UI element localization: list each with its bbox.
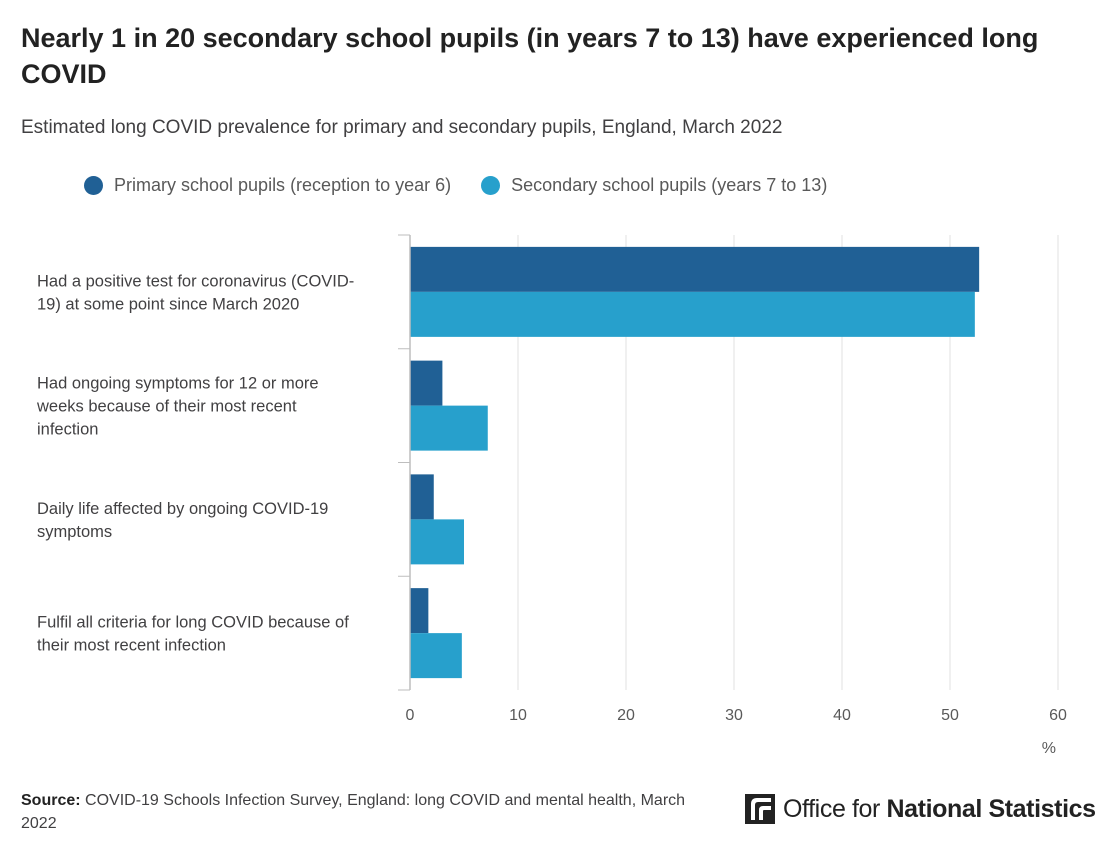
category-label-line: their most recent infection xyxy=(37,637,226,655)
bar-secondary xyxy=(410,633,462,679)
logo-text-bold: National Statistics xyxy=(886,794,1097,823)
y-axis xyxy=(398,234,411,691)
category-label: Fulfil all criteria for long COVID becau… xyxy=(37,614,349,655)
chart-title: Nearly 1 in 20 secondary school pupils (… xyxy=(21,23,1039,89)
bars xyxy=(410,246,980,679)
category-label-line: Had ongoing symptoms for 12 or more xyxy=(37,375,319,393)
category-label-line: Daily life affected by ongoing COVID-19 xyxy=(37,500,328,518)
legend-swatch-secondary xyxy=(481,175,501,195)
category-label-line: infection xyxy=(37,421,98,439)
bar-chart: Had a positive test for coronavirus (COV… xyxy=(36,234,1067,757)
x-tick-label: 10 xyxy=(509,707,527,724)
bar-primary xyxy=(410,588,429,634)
legend-label-secondary: Secondary school pupils (years 7 to 13) xyxy=(511,174,828,195)
x-tick-label: 50 xyxy=(941,707,959,724)
category-labels: Had a positive test for coronavirus (COV… xyxy=(36,272,354,654)
legend-item-secondary: Secondary school pupils (years 7 to 13) xyxy=(481,175,827,196)
x-axis-label: % xyxy=(1042,740,1056,757)
source-text: COVID-19 Schools Infection Survey, Engla… xyxy=(21,792,686,832)
legend-label-primary: Primary school pupils (reception to year… xyxy=(114,174,452,195)
source-note: Source: COVID-19 Schools Infection Surve… xyxy=(21,789,701,835)
x-tick-label: 0 xyxy=(406,707,415,724)
category-label: Had ongoing symptoms for 12 or more weeks… xyxy=(36,375,319,439)
bar-primary xyxy=(410,474,434,520)
x-tick-label: 20 xyxy=(617,707,635,724)
category-label-line: symptoms xyxy=(37,523,112,541)
x-axis-ticks: 0 10 20 30 40 50 60 xyxy=(406,707,1067,724)
x-tick-label: 60 xyxy=(1049,707,1067,724)
bar-primary xyxy=(410,360,443,406)
ons-logo-icon xyxy=(745,794,775,824)
category-label-line: Had a positive test for coronavirus (COV… xyxy=(37,272,354,290)
logo-text-regular: Office for xyxy=(783,794,887,823)
x-tick-label: 40 xyxy=(833,707,851,724)
chart-subtitle: Estimated long COVID prevalence for prim… xyxy=(21,117,783,138)
legend: Primary school pupils (reception to year… xyxy=(84,172,857,198)
ons-logo-text: Office for National Statistics xyxy=(783,795,1096,824)
source-label: Source: xyxy=(21,792,81,809)
bar-primary xyxy=(410,246,980,292)
legend-item-primary: Primary school pupils (reception to year… xyxy=(84,175,451,196)
category-label-line: weeks because of their most recent xyxy=(36,398,297,416)
bar-secondary xyxy=(410,291,975,337)
legend-swatch-primary xyxy=(84,175,103,195)
ons-logo: Office for National Statistics xyxy=(745,793,1096,825)
x-tick-label: 30 xyxy=(725,707,743,724)
bar-secondary xyxy=(410,519,464,565)
category-label-line: Fulfil all criteria for long COVID becau… xyxy=(37,614,349,632)
category-label-line: 19) at some point since March 2020 xyxy=(37,295,299,313)
category-label: Had a positive test for coronavirus (COV… xyxy=(37,272,354,313)
category-label: Daily life affected by ongoing COVID-19 s… xyxy=(37,500,328,541)
bar-secondary xyxy=(410,405,488,451)
